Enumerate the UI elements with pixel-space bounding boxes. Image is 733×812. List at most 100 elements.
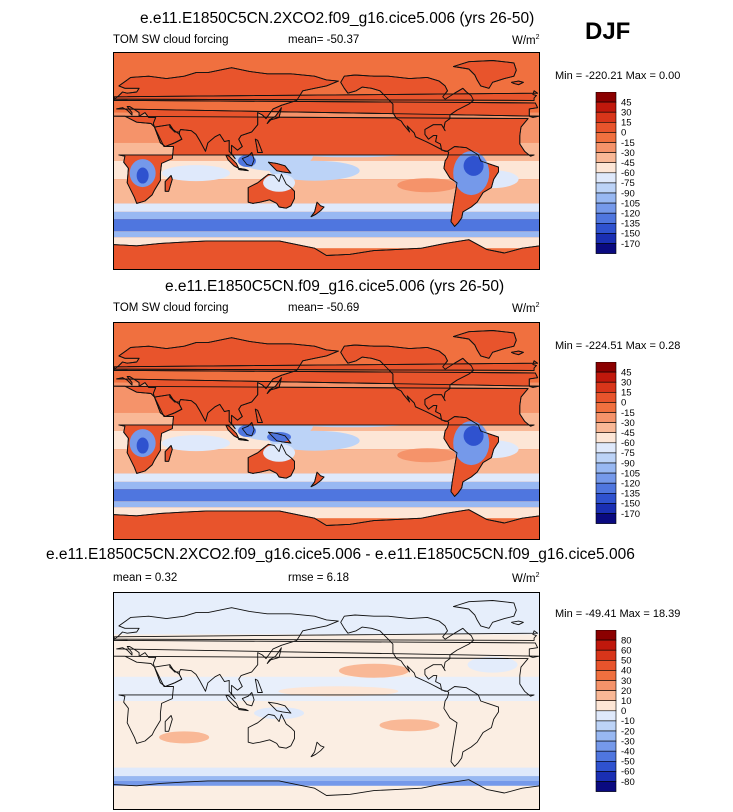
map-frame bbox=[113, 322, 540, 540]
coastline-newGuinea bbox=[267, 701, 292, 714]
colorbar-swatch bbox=[595, 690, 617, 701]
colorbar-swatch bbox=[595, 462, 617, 474]
coastline-eurasia bbox=[113, 607, 540, 700]
colorbar-swatch bbox=[595, 730, 617, 742]
australia-cloud bbox=[263, 443, 296, 462]
colorbar-tick-label: 15 bbox=[621, 118, 632, 129]
polar-band bbox=[113, 237, 540, 249]
map-frame bbox=[113, 52, 540, 270]
amazon-core bbox=[463, 155, 484, 176]
coastline-southAmerica bbox=[443, 686, 499, 767]
coastline-outline-greenland bbox=[452, 60, 517, 89]
coastline-outline-arabia bbox=[154, 394, 183, 417]
coastline-outline-uk bbox=[113, 360, 539, 371]
colorbar-tick-label: 45 bbox=[621, 367, 632, 378]
coastline-outline-greenland bbox=[452, 330, 517, 359]
panel-1-units: W/m2 bbox=[512, 34, 540, 47]
colorbar-tick-label: -40 bbox=[621, 747, 635, 758]
panel-3-minmax: Min = -49.41 Max = 18.39 bbox=[555, 608, 681, 620]
colorbar-tick-label: 15 bbox=[621, 388, 632, 399]
coastline-outline-japan bbox=[266, 107, 282, 124]
colorbar-tick-label: -105 bbox=[621, 198, 640, 209]
storm-edge-band bbox=[113, 473, 540, 482]
coastline-outline-borneo bbox=[241, 422, 255, 437]
colorbar-swatch bbox=[595, 202, 617, 214]
diff-subtropic-warm bbox=[338, 663, 409, 678]
units-text: W/m bbox=[512, 34, 536, 47]
colorbar-tick-label: 20 bbox=[621, 686, 632, 697]
colorbar-tick-label: -30 bbox=[621, 148, 635, 159]
colorbar-swatch bbox=[595, 720, 617, 732]
colorbar-tick-label: -90 bbox=[621, 458, 635, 469]
season-label: DJF bbox=[585, 18, 631, 45]
colorbar-swatch bbox=[595, 781, 617, 792]
colorbar-swatch bbox=[595, 493, 617, 504]
units-sup: 2 bbox=[535, 572, 540, 579]
colorbar-swatch bbox=[595, 233, 617, 244]
coastline-greenland bbox=[452, 600, 517, 629]
colorbar-swatch bbox=[595, 761, 617, 772]
colorbar-tick-label: -60 bbox=[621, 168, 635, 179]
coastline-outline-madagascar bbox=[164, 445, 173, 462]
colorbar-swatch bbox=[595, 152, 617, 163]
coastline-outline-philippines bbox=[254, 138, 263, 153]
panel-1-minmax: Min = -220.21 Max = 0.00 bbox=[555, 70, 681, 82]
coastline-outline-australia bbox=[247, 443, 295, 479]
colorbar-tick-label: -75 bbox=[621, 448, 635, 459]
colorbar-tick-label: 30 bbox=[621, 378, 632, 389]
units-sup: 2 bbox=[535, 302, 540, 309]
panel-3-title: e.e11.E1850C5CN.2XCO2.f09_g16.cice5.006 … bbox=[46, 546, 635, 563]
colorbar-swatch bbox=[595, 92, 617, 103]
coastline-iceland bbox=[511, 620, 524, 626]
map-panel-3 bbox=[113, 592, 540, 810]
colorbar-swatch bbox=[595, 381, 617, 393]
colorbar-swatch bbox=[595, 192, 617, 204]
units-sup: 2 bbox=[535, 34, 540, 41]
coastline-outline-eurasia bbox=[113, 337, 540, 430]
maritime-convection bbox=[238, 155, 257, 167]
colorbar-tick-label: -150 bbox=[621, 229, 640, 240]
colorbar-tick-label: 30 bbox=[621, 108, 632, 119]
diff-pacific-warm bbox=[278, 686, 399, 697]
colorbar-swatch bbox=[595, 700, 617, 712]
colorbar-tick-label: -75 bbox=[621, 178, 635, 189]
map-frame bbox=[113, 592, 540, 810]
colorbar-tick-label: -90 bbox=[621, 188, 635, 199]
colorbar-2: 4530150-15-30-45-60-75-90-105-120-135-15… bbox=[595, 362, 640, 524]
diff-south-3 bbox=[113, 780, 540, 786]
colorbar-tick-label: 10 bbox=[621, 696, 632, 707]
colorbar-tick-label: -10 bbox=[621, 716, 635, 727]
coastline-outline-japan bbox=[266, 377, 282, 394]
colorbar-swatch bbox=[595, 649, 617, 661]
coastline-outline-nz bbox=[310, 471, 325, 488]
colorbar-tick-label: -45 bbox=[621, 158, 635, 169]
colorbar-tick-label: 30 bbox=[621, 676, 632, 687]
australia-cloud bbox=[263, 173, 296, 192]
coastline-antarctica bbox=[113, 779, 540, 810]
colorbar-swatch bbox=[595, 710, 617, 722]
panel-1-title: e.e11.E1850C5CN.2XCO2.f09_g16.cice5.006 … bbox=[140, 10, 535, 27]
coastline-outline-africa bbox=[113, 115, 535, 204]
colorbar-swatch bbox=[595, 121, 617, 133]
colorbar-swatch bbox=[595, 371, 617, 383]
panel-3-units: W/m2 bbox=[512, 572, 540, 585]
map-panel-1 bbox=[113, 52, 540, 270]
colorbar-tick-label: 50 bbox=[621, 656, 632, 667]
indian-ocean-cloud bbox=[162, 435, 231, 452]
panel-1-mean: mean= -50.37 bbox=[288, 34, 360, 46]
coastline-outline-iceland bbox=[511, 350, 524, 356]
colorbar-swatch bbox=[595, 472, 617, 484]
diff-maritime-cool bbox=[254, 707, 305, 720]
storm-band-3 bbox=[113, 231, 540, 238]
storm-band-1 bbox=[113, 211, 540, 220]
diff-south-2 bbox=[113, 776, 540, 781]
colorbar-swatch bbox=[595, 111, 617, 123]
coastline-outline-madagascar bbox=[164, 175, 173, 192]
colorbar-tick-label: -60 bbox=[621, 438, 635, 449]
colorbar-swatch bbox=[595, 223, 617, 234]
colorbar-tick-label: -135 bbox=[621, 489, 640, 500]
panel-2-mean: mean= -50.69 bbox=[288, 302, 360, 314]
coastline-java bbox=[238, 707, 249, 712]
colorbar-swatch bbox=[595, 101, 617, 113]
